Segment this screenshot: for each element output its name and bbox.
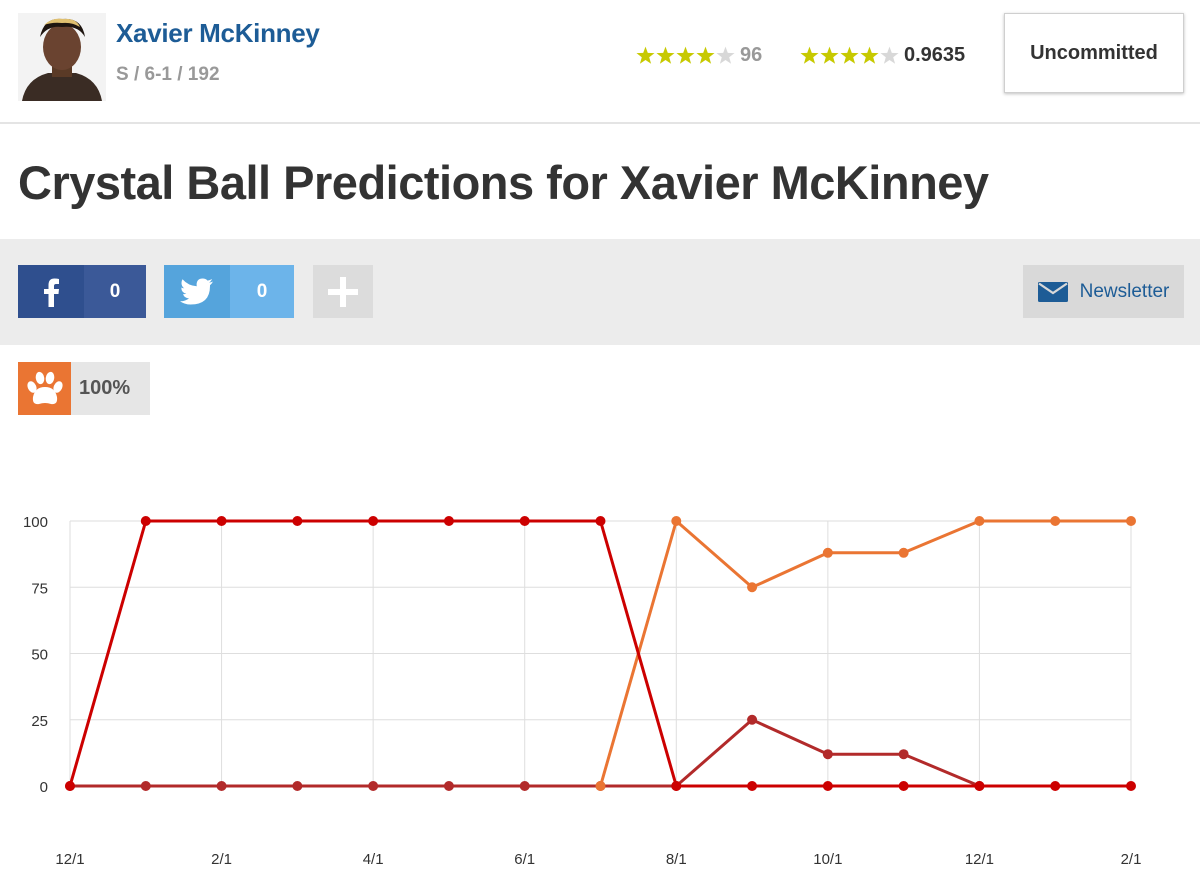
data-point	[1126, 781, 1136, 791]
player-rating-primary: 96	[636, 44, 762, 67]
y-tick-label: 0	[40, 779, 48, 796]
data-point	[595, 781, 606, 791]
data-point	[747, 714, 758, 725]
data-point	[1126, 516, 1136, 526]
player-name-link[interactable]: Xavier McKinney	[116, 18, 320, 48]
data-point	[1050, 781, 1061, 791]
newsletter-label: Newsletter	[1079, 280, 1170, 302]
data-point	[671, 516, 682, 526]
plus-icon	[328, 276, 358, 307]
team-prediction-percent: 100%	[79, 377, 131, 399]
player-avatar[interactable]	[18, 13, 106, 101]
x-tick-label: 6/1	[514, 851, 535, 868]
data-point	[747, 781, 758, 791]
x-tick-label: 2/1	[1121, 851, 1142, 868]
page-title: Crystal Ball Predictions for Xavier McKi…	[18, 156, 989, 209]
data-point	[974, 516, 985, 526]
more-share-button[interactable]	[313, 265, 373, 318]
rating-stars	[636, 46, 736, 65]
facebook-share-count: 0	[84, 265, 146, 318]
player-header: Xavier McKinney S / 6-1 / 192 96 0.9635 …	[0, 0, 1200, 124]
star-icon	[656, 46, 675, 64]
data-point	[519, 781, 530, 791]
y-tick-label: 75	[31, 580, 48, 597]
star-icon	[820, 46, 839, 64]
star-icon	[840, 46, 859, 64]
y-tick-label: 100	[23, 514, 48, 531]
x-tick-label: 8/1	[666, 851, 687, 868]
data-point	[443, 781, 454, 791]
star-icon	[880, 46, 899, 64]
data-point	[519, 516, 530, 526]
predictions-line-chart: 0 25 50 75 100 12/1 2/1 4/1 6/1 8/1 10/1 12/1 2/1	[23, 514, 1142, 868]
composite-score: 0.9635	[904, 44, 966, 66]
star-icon	[860, 46, 879, 64]
composite-stars	[800, 46, 900, 65]
x-tick-label: 12/1	[55, 851, 84, 868]
x-tick-label: 2/1	[211, 851, 232, 868]
data-point	[292, 781, 303, 791]
star-icon	[716, 46, 735, 64]
star-icon	[676, 46, 695, 64]
player-rating-composite: 0.9635	[800, 44, 965, 67]
data-point	[140, 516, 151, 526]
series-line	[599, 519, 1131, 787]
data-point	[595, 516, 606, 526]
star-icon	[800, 46, 819, 64]
data-point	[292, 516, 303, 526]
player-position-height-weight: S / 6-1 / 192	[116, 64, 220, 85]
share-bar: 0 0 Newsletter	[0, 239, 1200, 345]
data-point	[140, 781, 151, 791]
newsletter-button[interactable]: Newsletter	[1023, 265, 1184, 318]
team-prediction-pill[interactable]: 100%	[18, 362, 150, 415]
data-point	[898, 749, 909, 760]
data-point	[898, 547, 909, 558]
y-tick-label: 25	[31, 713, 48, 730]
x-tick-label: 4/1	[363, 851, 384, 868]
data-point	[898, 781, 909, 791]
data-point	[822, 749, 833, 760]
twitter-share-button[interactable]: 0	[164, 265, 294, 318]
star-icon	[696, 46, 715, 64]
x-tick-label: 12/1	[965, 851, 994, 868]
y-tick-label: 50	[31, 647, 48, 664]
data-point	[368, 516, 379, 526]
data-point	[822, 781, 833, 791]
data-point	[974, 781, 985, 791]
data-point	[671, 781, 682, 791]
star-icon	[636, 46, 655, 64]
data-point	[368, 781, 379, 791]
rating-score: 96	[740, 44, 763, 66]
data-point	[443, 516, 454, 526]
clemson-paw-icon	[18, 362, 71, 415]
twitter-icon	[164, 265, 230, 318]
x-tick-label: 10/1	[813, 851, 842, 868]
facebook-icon	[18, 265, 84, 318]
envelope-icon	[1037, 281, 1068, 302]
data-point	[747, 582, 758, 593]
facebook-share-button[interactable]: 0	[18, 265, 146, 318]
data-point	[65, 781, 75, 791]
twitter-share-count: 0	[230, 265, 294, 318]
data-point	[822, 547, 833, 558]
commitment-status: Uncommitted	[1004, 13, 1184, 93]
data-point	[216, 781, 227, 791]
data-point	[216, 516, 227, 526]
data-point	[1050, 516, 1061, 526]
